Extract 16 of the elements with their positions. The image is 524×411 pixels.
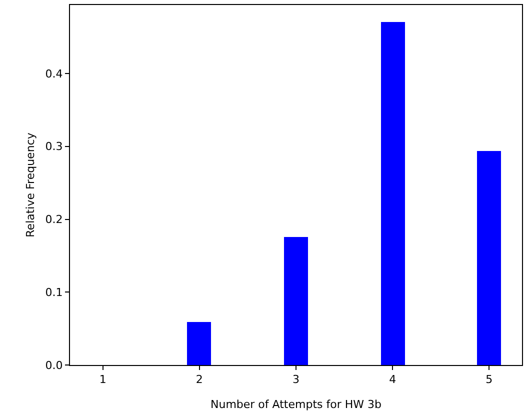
x-tick-label: 1 — [99, 373, 106, 386]
x-tick-label: 3 — [292, 373, 300, 386]
x-tick-label: 5 — [486, 373, 493, 386]
y-tick-label: 0.1 — [45, 286, 63, 299]
bar — [187, 322, 211, 365]
x-tick-label: 4 — [389, 373, 396, 386]
y-tick-label: 0.4 — [45, 67, 63, 80]
bar — [284, 237, 308, 365]
y-axis-title: Relative Frequency — [24, 132, 37, 238]
y-tick-label: 0.2 — [45, 213, 63, 226]
y-tick-label: 0.0 — [45, 358, 63, 372]
bar — [477, 151, 501, 365]
bar — [381, 22, 405, 365]
x-tick-label: 2 — [196, 373, 203, 386]
x-axis-title: Number of Attempts for HW 3b — [210, 398, 382, 411]
y-tick-label: 0.3 — [45, 140, 63, 154]
